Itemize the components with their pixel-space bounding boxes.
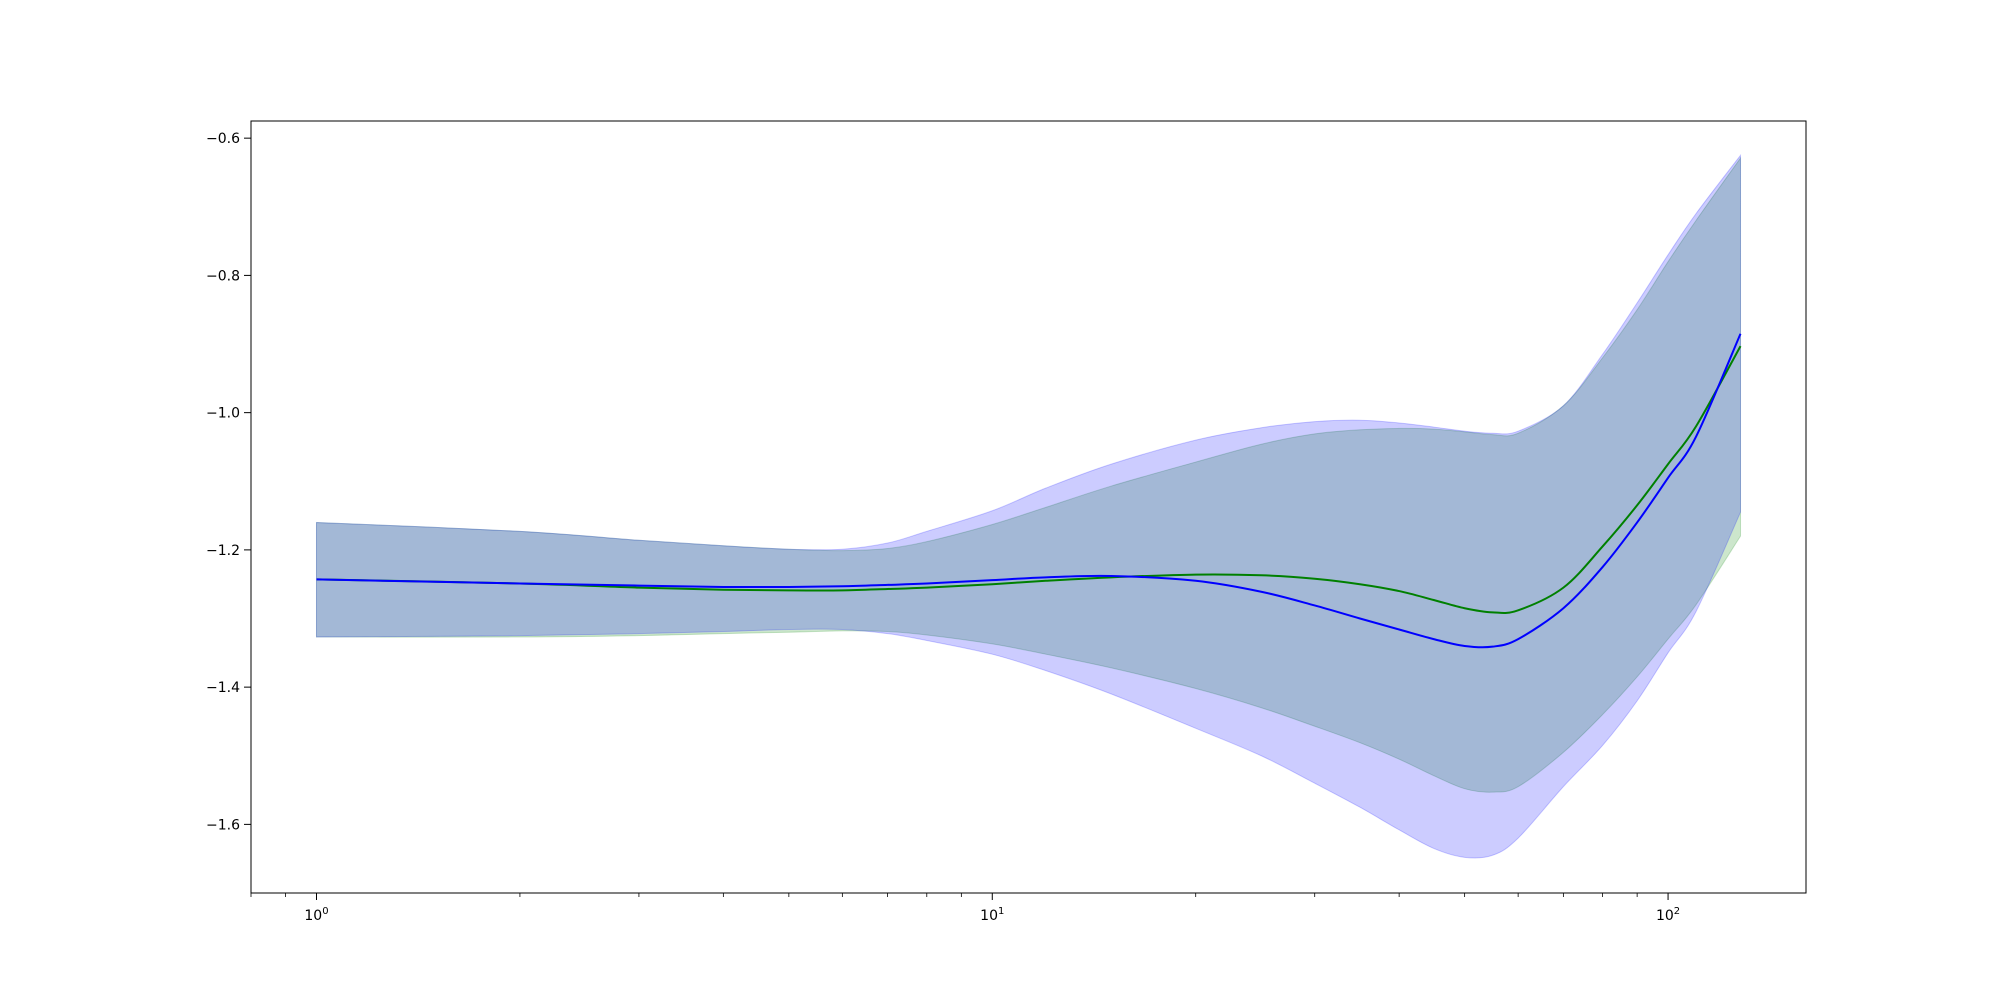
mean-line-2 xyxy=(316,333,1742,649)
x-tick-label: 102 xyxy=(1656,906,1680,924)
confidence-band-2 xyxy=(315,153,1742,859)
x-tick-label: 101 xyxy=(980,906,1004,924)
y-tick-label: −1.0 xyxy=(206,406,240,422)
x-tick-label: 100 xyxy=(304,906,328,924)
y-tick-label: −0.6 xyxy=(206,131,240,147)
y-tick-label: −1.4 xyxy=(206,680,240,696)
x-axis: 100 101 102 xyxy=(250,893,1680,924)
y-tick-label: −1.6 xyxy=(206,817,240,833)
plot-frame xyxy=(250,120,1807,894)
confidence-bands xyxy=(315,153,1742,859)
confidence-band-1 xyxy=(315,156,1742,793)
y-tick-label: −0.8 xyxy=(206,268,240,284)
mean-line-1 xyxy=(316,345,1742,614)
y-axis: −0.6 −0.8 −1.0 −1.2 −1.4 −1.6 xyxy=(206,131,251,833)
mean-lines xyxy=(316,333,1742,649)
y-tick-label: −1.2 xyxy=(206,543,240,559)
